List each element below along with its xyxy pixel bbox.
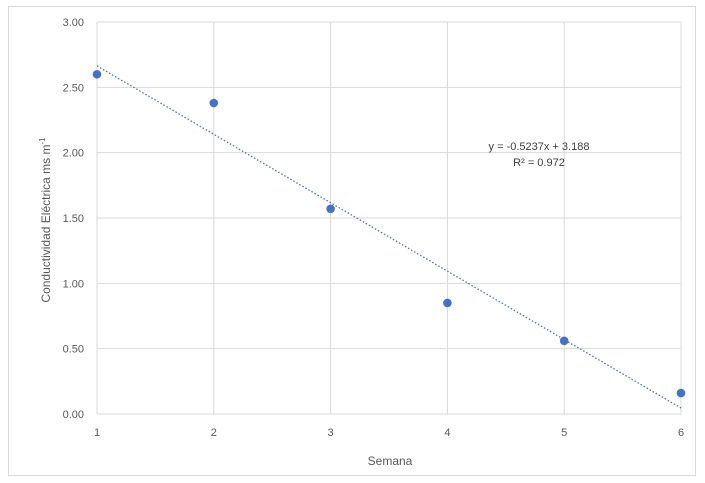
y-tick-label: 1.50 xyxy=(63,213,84,225)
y-tick-label: 2.50 xyxy=(63,82,84,94)
trendline-r-squared: R² = 0.972 xyxy=(513,157,565,169)
y-tick-label: 3.00 xyxy=(63,17,84,29)
data-point xyxy=(559,336,569,346)
data-point xyxy=(443,298,452,308)
y-axis-title-superscript: -1 xyxy=(38,137,47,145)
data-points xyxy=(92,69,686,398)
data-point xyxy=(326,204,335,214)
y-axis-title-main: Conductividad Eléctrica ms m xyxy=(39,145,53,303)
data-point xyxy=(209,98,219,108)
y-axis-title: Conductividad Eléctrica ms m-1 xyxy=(38,137,53,303)
chart-frame xyxy=(8,6,696,476)
x-tick-label: 5 xyxy=(561,427,567,439)
data-point xyxy=(676,388,686,398)
data-point xyxy=(92,69,102,79)
x-tick-label: 1 xyxy=(94,427,100,439)
y-tick-label: 2.00 xyxy=(63,148,84,160)
trendline xyxy=(96,65,682,409)
x-tick-labels: 1 2 3 4 5 6 xyxy=(94,427,684,439)
grid-lines xyxy=(96,21,682,415)
x-tick-label: 6 xyxy=(678,427,684,439)
x-tick-label: 2 xyxy=(211,427,217,439)
y-tick-labels: 0.00 0.50 1.00 1.50 2.00 2.50 3.00 xyxy=(63,17,84,421)
y-tick-label: 0.50 xyxy=(63,344,84,356)
y-tick-label: 1.00 xyxy=(63,278,84,290)
x-axis-title: Semana xyxy=(368,454,413,468)
trendline-group xyxy=(96,65,682,409)
trendline-equation: y = -0.5237x + 3.188 xyxy=(489,141,590,153)
y-tick-label: 0.00 xyxy=(63,409,84,421)
x-tick-label: 3 xyxy=(328,427,334,439)
x-tick-label: 4 xyxy=(444,427,450,439)
